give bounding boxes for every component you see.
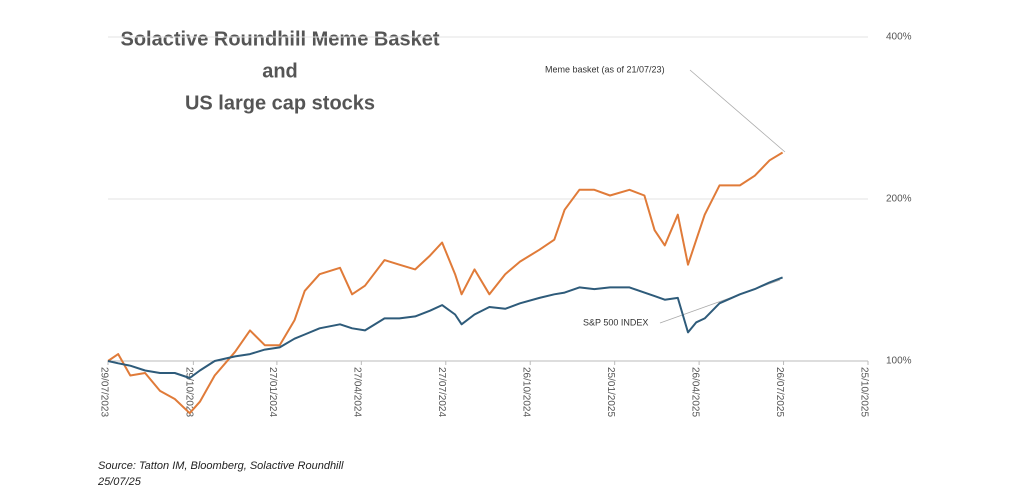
annotation: S&P 500 INDEX <box>583 317 648 327</box>
x-tick-label: 26/10/2024 <box>521 367 532 417</box>
x-tick-label: 29/07/2023 <box>98 367 109 417</box>
chart-title: and <box>262 60 298 82</box>
x-tick-label: 25/01/2025 <box>605 367 616 417</box>
y-tick-label: 400% <box>886 32 912 43</box>
chart-title: US large cap stocks <box>185 92 375 114</box>
y-tick-label: 100% <box>886 356 912 367</box>
chart-title: Solactive Roundhill Meme Basket <box>121 28 440 50</box>
x-tick-label: 27/07/2024 <box>436 367 447 417</box>
x-tick-label: 29/10/2023 <box>184 367 195 417</box>
annotation: Meme basket (as of 21/07/23) <box>545 64 665 74</box>
x-tick-label: 25/10/2025 <box>858 367 869 417</box>
source-note: Source: Tatton IM, Bloomberg, Solactive … <box>98 460 344 472</box>
x-tick-label: 26/04/2025 <box>689 367 700 417</box>
y-tick-label: 200% <box>886 194 912 205</box>
series-line <box>107 151 784 415</box>
leader-line <box>689 69 786 153</box>
source-note: 25/07/25 <box>97 476 142 488</box>
x-tick-label: 27/01/2024 <box>267 367 278 417</box>
x-tick-label: 27/04/2024 <box>352 367 363 417</box>
series-line <box>107 276 783 379</box>
x-tick-label: 26/07/2025 <box>774 367 785 417</box>
